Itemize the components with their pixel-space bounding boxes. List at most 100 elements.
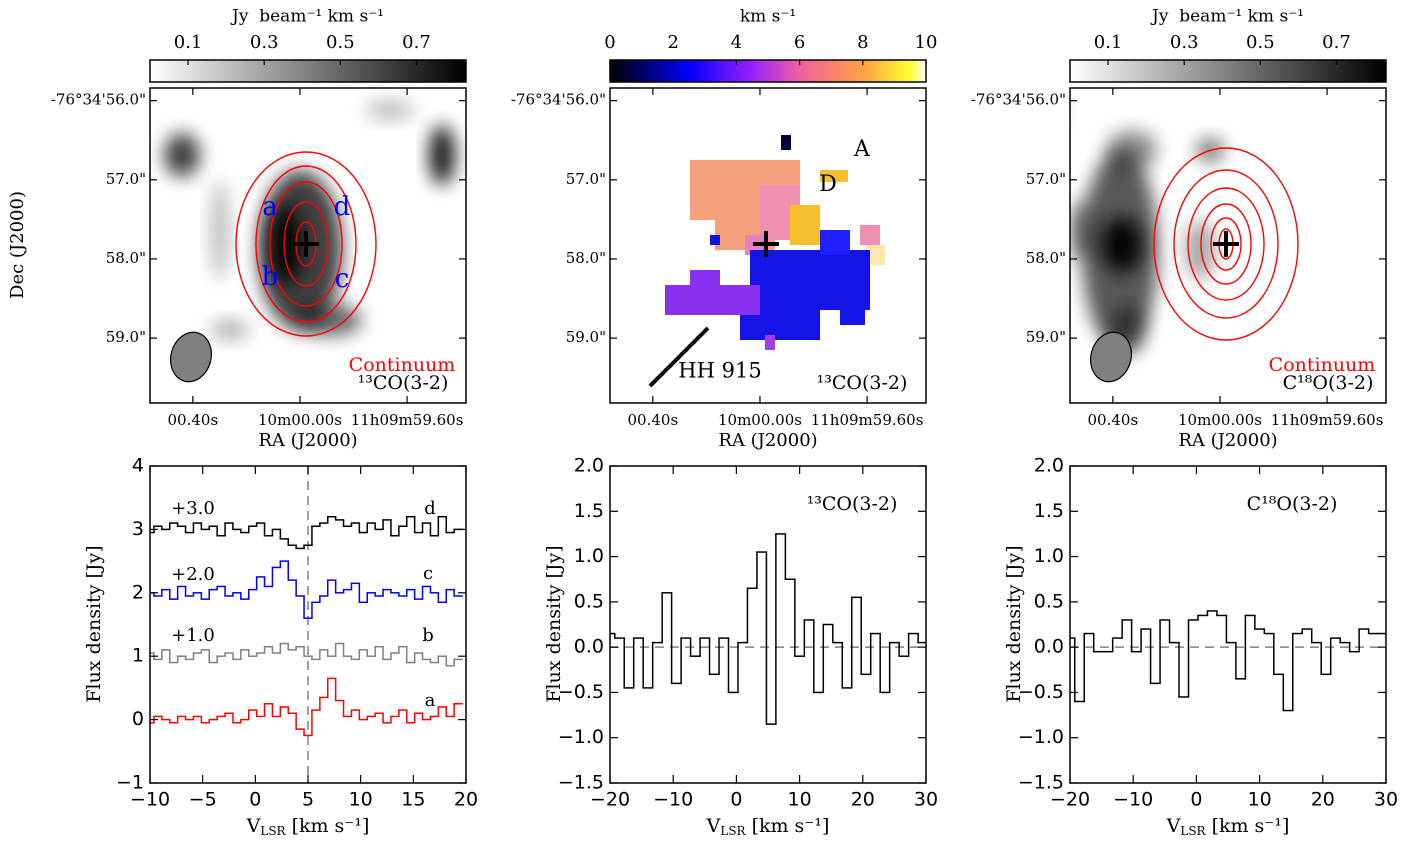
velocity-pixels [781, 135, 791, 150]
colorbar [1069, 59, 1387, 83]
plot-area [610, 533, 926, 725]
x-tick-label: 20 [1311, 789, 1335, 811]
emission-blob [270, 205, 302, 285]
y-tick-label: 1.0 [1034, 545, 1064, 567]
y-axis-label: Dec (J2000) [7, 191, 28, 299]
x-axis-label-main: V [1166, 815, 1181, 837]
x-axis-label-main: V [706, 815, 721, 837]
continuum-contour [269, 181, 343, 307]
annotation: +1.0 [171, 625, 215, 646]
legend-label: b [422, 625, 434, 646]
emission-blob [164, 133, 200, 177]
y-tick-label: 1 [132, 645, 144, 667]
annotation: Continuum [1269, 354, 1376, 376]
annotation: C¹⁸O(3-2) [1283, 372, 1374, 394]
colorbar [149, 59, 467, 83]
annotation: A [853, 137, 871, 162]
x-tick-label: 10 [1248, 789, 1272, 811]
x-tick-label: 10m00.00s [1178, 411, 1262, 429]
x-tick-label: 11h09m59.60s [811, 411, 924, 429]
y-tick-label: 2.0 [1034, 455, 1064, 477]
y-tick-label: −1.0 [558, 726, 604, 748]
outflow-direction [648, 326, 710, 388]
map-image [1070, 130, 1224, 355]
colorbar-tick-label: 0.5 [1246, 32, 1275, 53]
spectrum [150, 515, 463, 550]
source-cross [1213, 231, 1239, 257]
x-axis-label: RA (J2000) [258, 430, 357, 451]
x-tick-label: −10 [1113, 789, 1153, 811]
x-axis-label-main: V [246, 815, 261, 837]
x-tick-label: 10m00.00s [718, 411, 802, 429]
velocity-pixels [860, 225, 880, 245]
plot-area [150, 466, 463, 783]
x-tick-label: 30 [914, 789, 938, 811]
colorbar-label: Jy beam⁻¹ km s⁻¹ [230, 7, 384, 27]
y-tick-label: 57.0" [566, 170, 606, 188]
velocity-pixels [790, 205, 820, 245]
velocity-pixels [690, 270, 720, 290]
y-tick-label: 3 [132, 518, 144, 540]
continuum-contour [1173, 169, 1279, 319]
x-tick-label: 20 [454, 789, 478, 811]
legend-label: d [424, 498, 436, 519]
y-tick-label: 1.5 [574, 500, 604, 522]
source-cross [293, 231, 319, 257]
y-tick-label: 2.0 [574, 455, 604, 477]
x-axis-label-sub: LSR [720, 824, 746, 838]
y-tick-label: 4 [132, 455, 144, 477]
annotation: Continuum [349, 354, 456, 376]
velocity-pixels [820, 230, 850, 255]
y-tick-label: 59.0" [1026, 328, 1066, 346]
velocity-pixels [840, 295, 865, 325]
velocity-pixels [710, 235, 720, 245]
legend-label: a [425, 690, 436, 711]
map-image [665, 135, 885, 350]
colorbar-tick-label: 0.7 [1322, 32, 1351, 53]
colorbar-tick-label: 0 [604, 32, 615, 53]
x-tick-label: 00.40s [168, 411, 219, 429]
colorbar-tick-label: 4 [731, 32, 742, 53]
colorbar-tick-label: 0.1 [174, 32, 203, 53]
colorbar-tick-label: 0.3 [1170, 32, 1199, 53]
x-tick-label: 11h09m59.60s [351, 411, 464, 429]
beam [170, 331, 212, 383]
map-panel: 00.40s 10m00.00s 11h09m59.60s -76°34'56.0" 5… [7, 7, 467, 451]
y-tick-label: −0.5 [558, 681, 604, 703]
source-cross [753, 231, 779, 257]
colorbar-tick-label: 0.3 [250, 32, 279, 53]
annotation: b [262, 262, 279, 292]
x-axis-label: VLSR [km s⁻¹] [706, 815, 830, 838]
annotation: C¹⁸O(3-2) [1247, 493, 1338, 515]
x-axis-label-unit: [km s⁻¹] [1212, 815, 1290, 837]
x-tick-label: −10 [653, 789, 693, 811]
x-tick-label: −5 [189, 789, 217, 811]
emission-blob [1185, 220, 1215, 280]
continuum-contour [1210, 217, 1242, 271]
x-tick-label: 15 [401, 789, 425, 811]
x-tick-label: 30 [1374, 789, 1398, 811]
x-tick-label: 0 [730, 789, 742, 811]
colorbar-tick-label: 0.5 [326, 32, 355, 53]
colorbar-tick-label: 6 [794, 32, 805, 53]
y-tick-label: −1.5 [1018, 772, 1064, 794]
x-tick-label: −20 [590, 789, 630, 811]
y-tick-label: 0.0 [1034, 636, 1064, 658]
annotation: ¹³CO(3-2) [807, 493, 898, 515]
emission-blob [429, 125, 455, 185]
y-tick-label: 2 [132, 581, 144, 603]
y-tick-label: -76°34'56.0" [971, 91, 1066, 109]
x-tick-label: 10 [349, 789, 373, 811]
x-tick-label: 0 [249, 789, 261, 811]
annotation: ¹³CO(3-2) [358, 372, 449, 394]
y-tick-label: −0.5 [1018, 681, 1064, 703]
y-tick-label: 57.0" [106, 170, 146, 188]
y-tick-label: 0.5 [1034, 590, 1064, 612]
y-tick-label: 1.5 [1034, 500, 1064, 522]
axes-frame [609, 465, 927, 784]
x-tick-label: 00.40s [628, 411, 679, 429]
x-axis-label: RA (J2000) [1178, 430, 1277, 451]
y-tick-label: 58.0" [106, 249, 146, 267]
y-tick-label: -76°34'56.0" [51, 91, 146, 109]
